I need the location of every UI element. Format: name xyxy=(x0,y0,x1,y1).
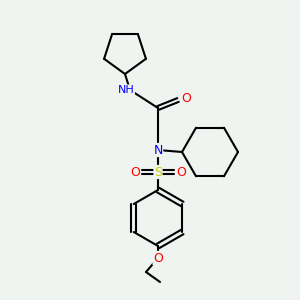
Text: NH: NH xyxy=(118,85,134,95)
Text: O: O xyxy=(176,166,186,178)
Text: O: O xyxy=(153,251,163,265)
Text: S: S xyxy=(154,166,162,178)
Text: O: O xyxy=(130,166,140,178)
Text: N: N xyxy=(153,143,163,157)
Text: O: O xyxy=(181,92,191,104)
